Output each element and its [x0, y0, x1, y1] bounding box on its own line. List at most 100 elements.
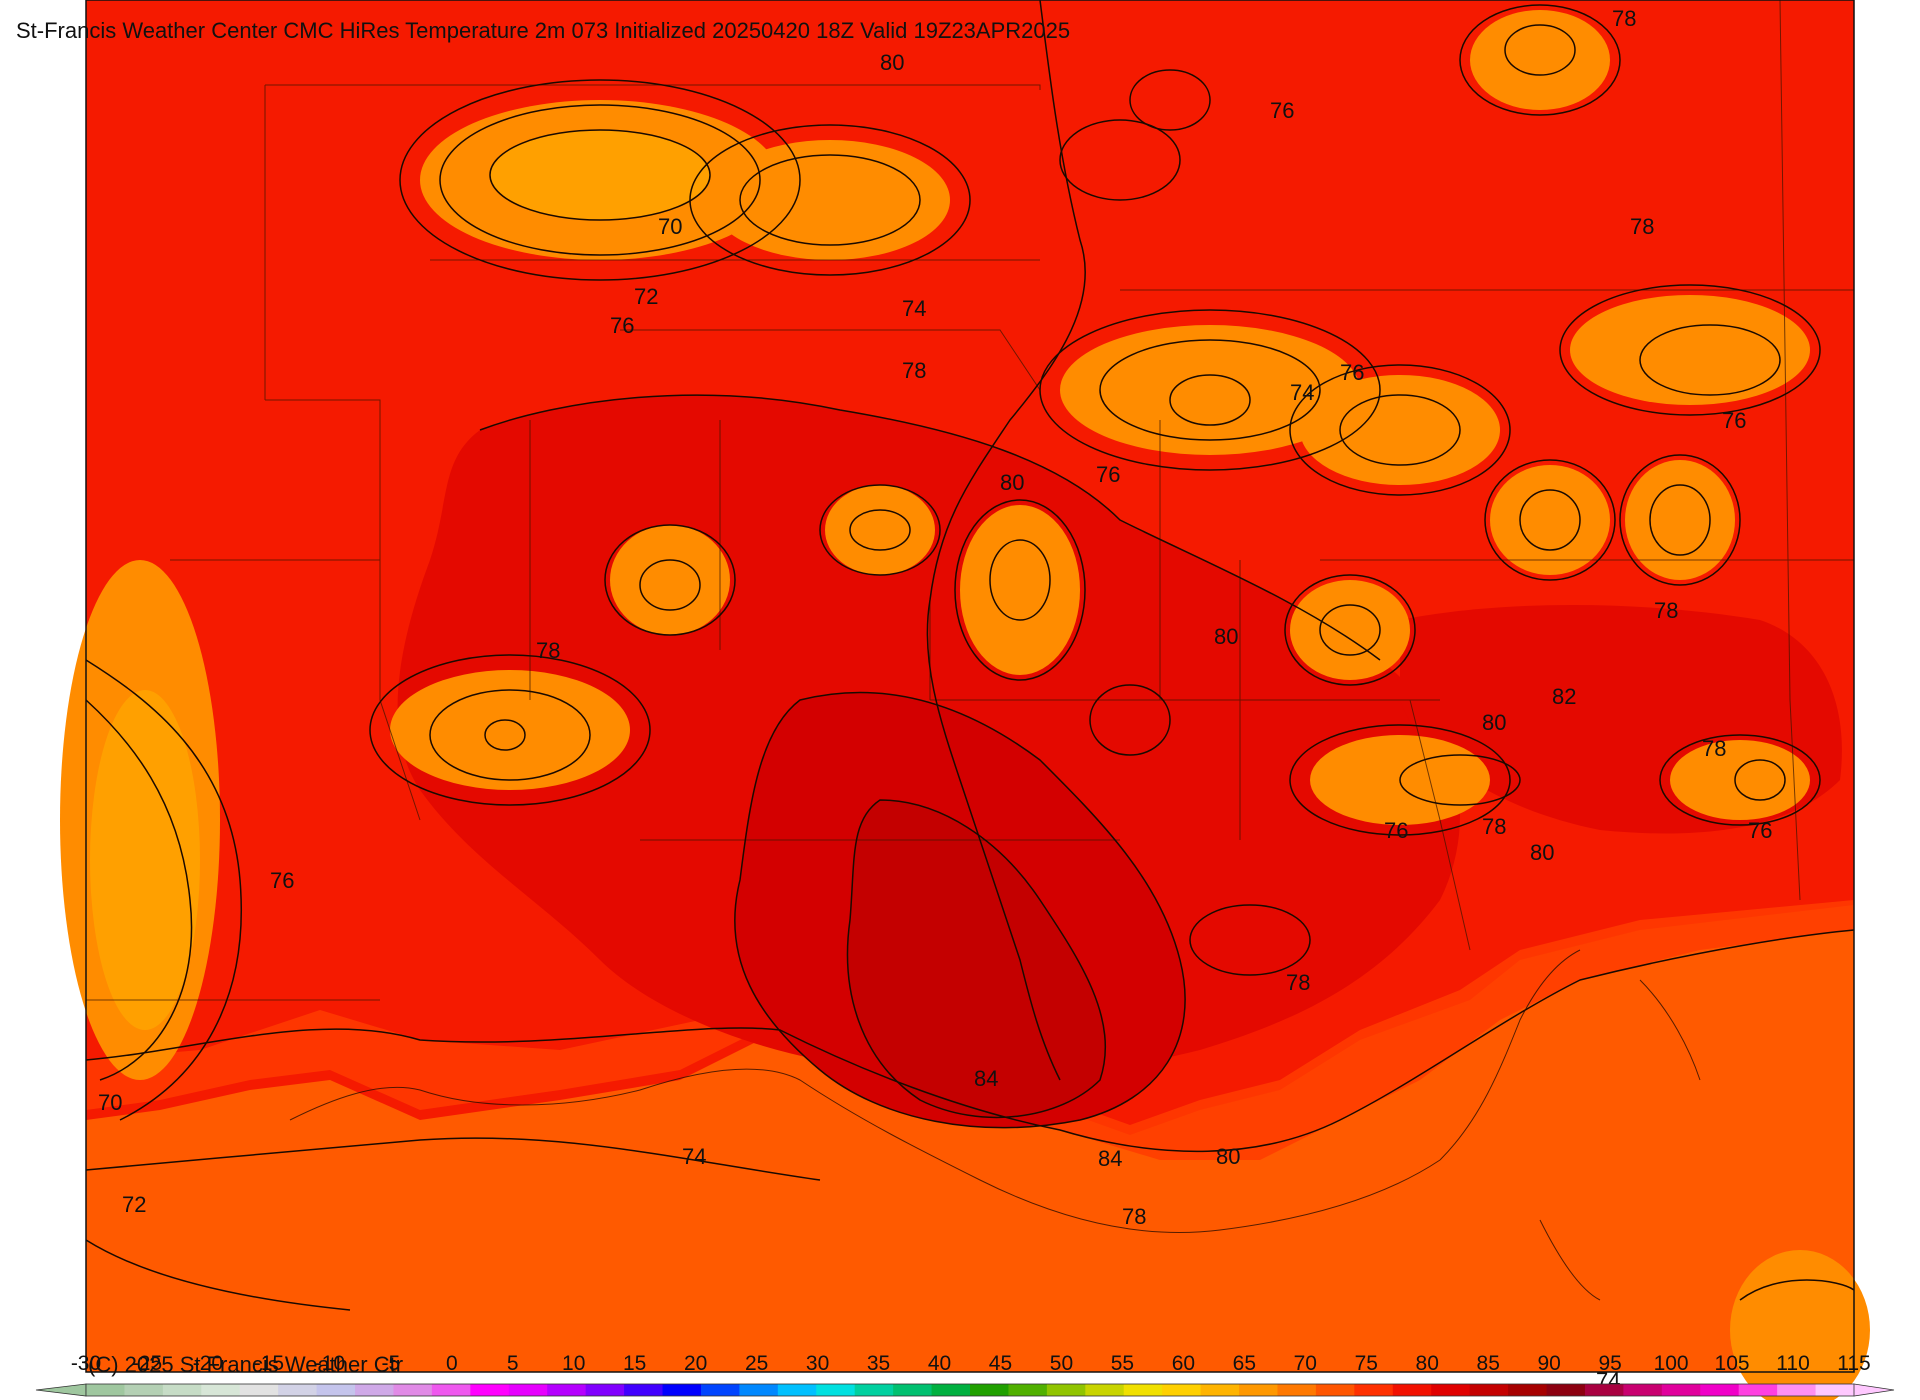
- cool-pocket-mid-c: [825, 485, 935, 575]
- contour-label: 76: [270, 868, 294, 893]
- contour-label: 76: [1270, 98, 1294, 123]
- colorbar-tick-label: 15: [623, 1352, 646, 1375]
- contour-label: 76: [1340, 360, 1364, 385]
- colorbar-tick-label: 40: [928, 1352, 951, 1375]
- colorbar-swatch: [1623, 1384, 1663, 1396]
- contour-label: 78: [1702, 736, 1726, 761]
- contour-label: 76: [1748, 818, 1772, 843]
- cool-pocket-far-west-core: [90, 690, 200, 1030]
- contour-label: 78: [536, 638, 560, 663]
- colorbar-tick-label: -5: [381, 1352, 400, 1375]
- colorbar-swatch: [508, 1384, 548, 1396]
- colorbar-swatch: [1584, 1384, 1624, 1396]
- colorbar-swatch: [739, 1384, 779, 1396]
- colorbar-swatch: [1777, 1384, 1817, 1396]
- contour-label: 80: [1216, 1144, 1240, 1169]
- colorbar-swatch: [1431, 1384, 1471, 1396]
- colorbar-tick-label: -30: [71, 1352, 101, 1375]
- contour-label: 74: [682, 1144, 706, 1169]
- river-line: [926, 0, 1086, 1081]
- contour-label: 76: [610, 313, 634, 338]
- colorbar-tick-label: 100: [1654, 1352, 1689, 1375]
- colorbar-swatch: [700, 1384, 740, 1396]
- colorbar-swatch: [1046, 1384, 1086, 1396]
- colorbar-tick-label: 85: [1477, 1352, 1500, 1375]
- contour-lines: [85, 4, 1855, 1311]
- cool-pocket-east-b: [1490, 465, 1610, 575]
- contour-label: 82: [1552, 684, 1576, 709]
- colorbar-swatch: [1123, 1384, 1163, 1396]
- boundary-lines: [86, 0, 1854, 1001]
- colorbar-swatch: [1738, 1384, 1778, 1396]
- colorbar-swatch: [393, 1384, 433, 1396]
- colorbar-tick-label: 25: [745, 1352, 768, 1375]
- colorbar-swatch: [239, 1384, 279, 1396]
- colorbar-tick-label: -10: [315, 1352, 345, 1375]
- colorbar-tick-label: 95: [1598, 1352, 1621, 1375]
- colorbar-swatch: [278, 1384, 318, 1396]
- contour-label: 80: [1482, 710, 1506, 735]
- cool-pocket-central: [1060, 325, 1360, 455]
- contour-label: 78: [902, 358, 926, 383]
- contour-label: 78: [1482, 814, 1506, 839]
- contour-label: 70: [658, 214, 682, 239]
- colorbar-swatch: [1508, 1384, 1548, 1396]
- colorbar-tick-label: 115: [1837, 1352, 1870, 1375]
- hot-core-84: [847, 800, 1106, 1118]
- cool-pocket-east-c: [1625, 460, 1735, 580]
- copyright-text: (C) 2025 St Francis Weather Ctr: [88, 1352, 404, 1377]
- colorbar-tick-label: 0: [446, 1352, 458, 1375]
- contour-label: 84: [974, 1066, 998, 1091]
- colorbar-swatch: [316, 1384, 356, 1396]
- colorbar-tick-label: 55: [1111, 1352, 1134, 1375]
- colorbar-tick-label: -20: [193, 1352, 223, 1375]
- colorbar-swatch: [1354, 1384, 1394, 1396]
- colorbar: -30 -25 -20 -15 -10 -5 0 5 10 15 20 25 30 35 40 45 50 55 6…: [35, 1352, 1895, 1397]
- colorbar-high-arrow: [1853, 1383, 1895, 1397]
- colorbar-tick-label: 90: [1537, 1352, 1560, 1375]
- contour-label: 78: [1612, 6, 1636, 31]
- contour-label: 76: [1722, 408, 1746, 433]
- colorbar-swatch: [124, 1384, 164, 1396]
- cool-pocket-se-b: [1670, 740, 1810, 820]
- contour-label: 74: [902, 296, 926, 321]
- cool-pocket-east: [1570, 295, 1810, 405]
- contour-label-layer: 80 78 76 70 78 72 74 76 78 76 74 76 80 7…: [98, 6, 1772, 1393]
- contour-label: 70: [98, 1090, 122, 1115]
- colorbar-tick-label: 105: [1715, 1352, 1750, 1375]
- colorbar-tick-label: 5: [507, 1352, 519, 1375]
- colorbar-swatch: [1700, 1384, 1740, 1396]
- cool-pocket-gulf-se: [1730, 1250, 1870, 1400]
- cool-pocket-west: [390, 670, 630, 790]
- colorbar-swatch: [1239, 1384, 1278, 1396]
- contour-label: 78: [1122, 1204, 1146, 1229]
- cool-pocket-east-d: [1290, 580, 1410, 680]
- contour-label: 72: [122, 1192, 146, 1217]
- colorbar-tick-label: 110: [1776, 1352, 1809, 1375]
- colorbar-swatch: [970, 1384, 1009, 1396]
- colorbar-swatch: [162, 1384, 202, 1396]
- colorbar-swatch: [585, 1384, 625, 1396]
- colorbar-swatch: [1815, 1384, 1855, 1396]
- colorbar-swatch: [1546, 1384, 1586, 1396]
- colorbar-swatch: [1162, 1384, 1202, 1396]
- contour-label: 72: [634, 284, 658, 309]
- colorbar-swatch: [201, 1384, 241, 1396]
- cool-pocket-mid-a: [610, 525, 730, 635]
- contour-label: 80: [1214, 624, 1238, 649]
- colorbar-swatch: [1200, 1384, 1240, 1396]
- colorbar-swatch: [816, 1384, 856, 1396]
- colorbar-tick-label: -15: [254, 1352, 284, 1375]
- colorbar-tick-label: 50: [1050, 1352, 1073, 1375]
- map-frame: [85, 0, 1855, 1373]
- contour-label: 76: [1096, 462, 1120, 487]
- contour-label: 76: [1384, 818, 1408, 843]
- colorbar-swatch: [86, 1384, 125, 1396]
- colorbar-tick-label: 45: [989, 1352, 1012, 1375]
- contour-label: 78: [1286, 970, 1310, 995]
- colorbar-swatch: [1315, 1384, 1355, 1396]
- colorbar-swatch: [1085, 1384, 1125, 1396]
- coastline: [289, 949, 1701, 1301]
- colorbar-tick-label: 30: [806, 1352, 829, 1375]
